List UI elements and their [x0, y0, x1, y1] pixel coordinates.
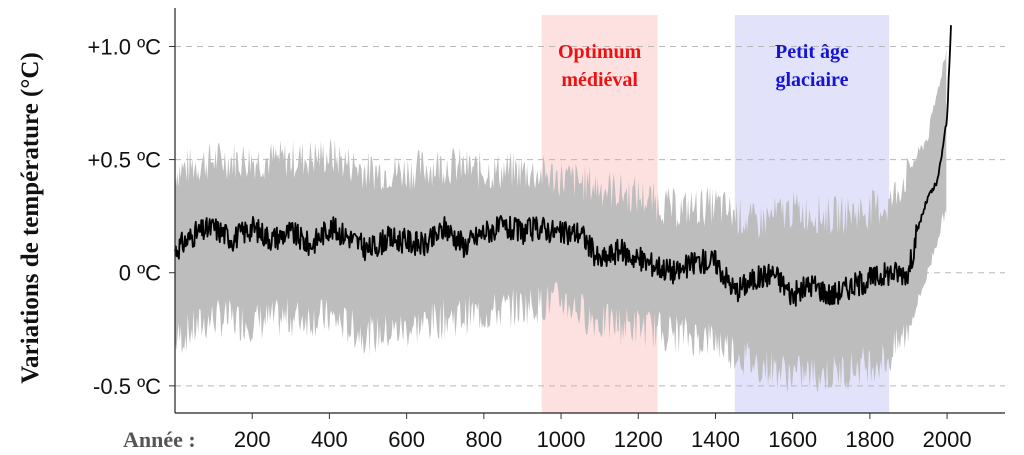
y-tick-label-2: 0 ºC — [119, 261, 161, 286]
x-tick-label-2: 600 — [388, 427, 425, 452]
axes — [174, 8, 1005, 414]
y-axis-label: Variations de température (°C) — [17, 52, 44, 383]
x-tick-label-7: 1600 — [768, 427, 817, 452]
x-tick-labels: 200 400 600 800 1000 1200 1400 1600 1800 2000 — [234, 413, 972, 452]
y-tick-label-3: -0.5 ºC — [93, 374, 161, 399]
band-label-0-line-0: Optimum — [558, 41, 642, 63]
band-label-1-line-0: Petit âge — [775, 41, 849, 63]
x-tick-label-4: 1000 — [537, 427, 586, 452]
mean-line-layer — [174, 25, 952, 307]
x-tick-label-6: 1400 — [691, 427, 740, 452]
x-tick-label-0: 200 — [234, 427, 271, 452]
y-tick-labels: +1.0 ºC +0.5 ºC 0 ºC -0.5 ºC — [88, 34, 175, 399]
band-label-1-line-1: glaciaire — [776, 69, 849, 91]
x-tick-label-3: 800 — [465, 427, 502, 452]
mean-temperature-line — [174, 25, 952, 307]
y-tick-label-1: +0.5 ºC — [88, 148, 162, 173]
band-label-0-line-1: médiéval — [561, 69, 638, 91]
x-axis-label: Année : — [123, 427, 196, 452]
x-tick-label-1: 400 — [311, 427, 348, 452]
x-tick-label-8: 1800 — [845, 427, 894, 452]
band-labels: Optimum médiéval Petit âge glaciaire — [558, 41, 849, 91]
y-tick-label-0: +1.0 ºC — [88, 34, 162, 59]
x-tick-label-9: 2000 — [923, 427, 972, 452]
x-tick-label-5: 1200 — [614, 427, 663, 452]
